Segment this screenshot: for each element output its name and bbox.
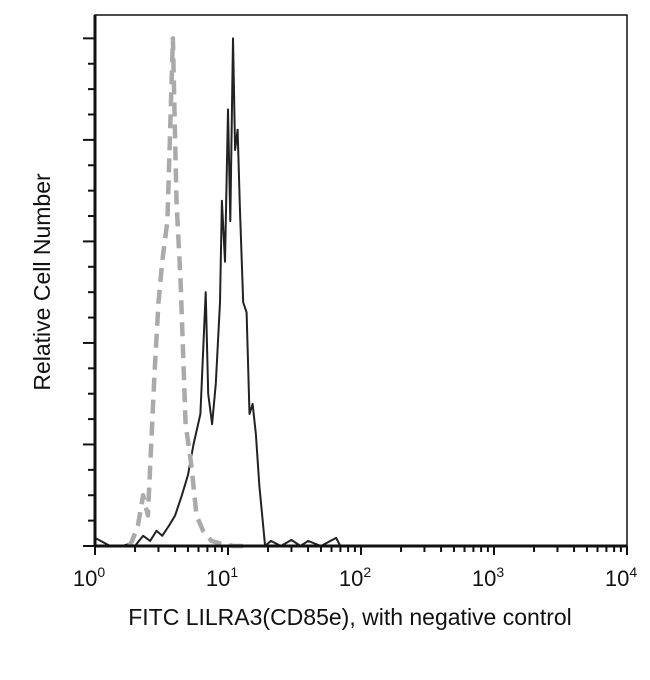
tick-base: 10 (339, 566, 363, 591)
tick-base: 10 (472, 566, 496, 591)
tick-exponent: 1 (230, 564, 238, 580)
x-tick-label: 104 (605, 564, 637, 591)
tick-exponent: 0 (97, 564, 105, 580)
tick-base: 10 (73, 566, 97, 591)
x-tick-label: 101 (206, 564, 238, 591)
y-axis-label: Relative Cell Number (29, 173, 55, 391)
x-tick-label: 103 (472, 564, 504, 591)
tick-exponent: 3 (496, 564, 504, 580)
plot-area: 100 101 102 103 104 (73, 14, 637, 591)
negative-control-series (127, 36, 244, 549)
plot-frame (94, 14, 628, 547)
x-axis-label: FITC LILRA3(CD85e), with negative contro… (128, 604, 572, 630)
tick-base: 10 (605, 566, 629, 591)
sample-series (94, 37, 627, 547)
tick-exponent: 2 (363, 564, 371, 580)
tick-exponent: 4 (629, 564, 637, 580)
tick-base: 10 (206, 566, 230, 591)
x-tick-label: 102 (339, 564, 371, 591)
x-tick-label: 100 (73, 564, 105, 591)
